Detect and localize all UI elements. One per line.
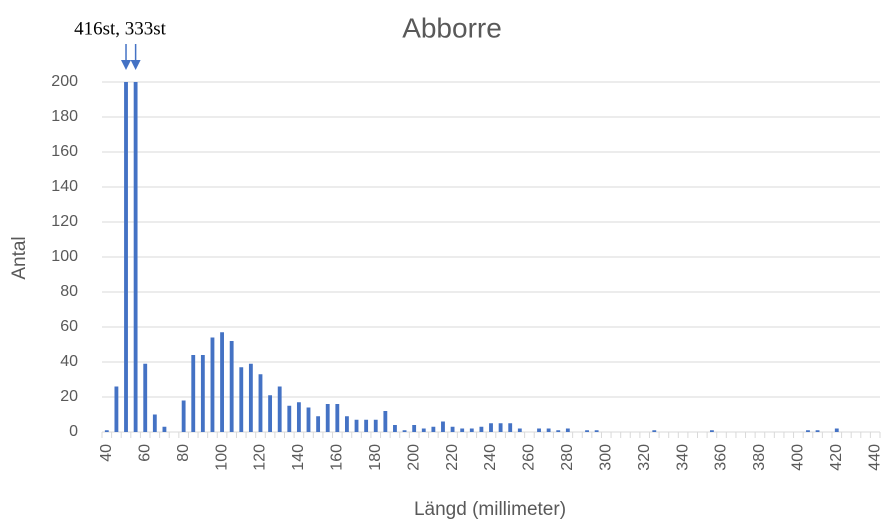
bar xyxy=(546,428,551,432)
bar xyxy=(815,430,820,432)
bar xyxy=(220,332,224,432)
y-tick-label: 140 xyxy=(51,178,78,195)
bar xyxy=(248,363,253,432)
x-tick-label: 220 xyxy=(444,444,461,471)
bar xyxy=(709,430,714,432)
annotation: 416st, 333st xyxy=(74,18,167,39)
x-tick-label: 320 xyxy=(636,444,653,471)
bar xyxy=(143,363,148,432)
x-tick-label: 100 xyxy=(213,444,230,471)
y-tick-label: 100 xyxy=(51,248,78,265)
y-tick-label: 200 xyxy=(51,73,78,90)
y-tick-label: 120 xyxy=(51,213,78,230)
bar xyxy=(508,423,513,432)
bar xyxy=(450,426,455,432)
x-tick-label: 180 xyxy=(367,444,384,471)
bar xyxy=(594,430,599,432)
x-tick-label: 60 xyxy=(136,444,153,462)
bar xyxy=(345,416,349,432)
bar xyxy=(287,405,292,432)
x-tick-label: 380 xyxy=(751,444,768,471)
x-tick-label: 340 xyxy=(674,444,691,471)
bar xyxy=(239,367,244,432)
bar xyxy=(412,425,417,432)
bar xyxy=(114,386,119,432)
x-tick-label: 140 xyxy=(290,444,307,471)
x-axis-label: Längd (millimeter) xyxy=(414,499,566,520)
y-tick-label: 80 xyxy=(60,283,78,300)
bar xyxy=(806,430,810,432)
bar xyxy=(354,419,359,432)
bar xyxy=(537,428,541,432)
bar xyxy=(152,414,157,432)
bar xyxy=(335,404,340,432)
bar xyxy=(565,428,570,432)
x-tick-label: 240 xyxy=(482,444,499,471)
bar xyxy=(834,428,839,432)
x-tick-label: 120 xyxy=(252,444,269,471)
bar xyxy=(364,419,369,432)
bars xyxy=(104,82,839,432)
arrow-head xyxy=(121,60,132,70)
bar xyxy=(421,428,426,432)
x-tick-label: 200 xyxy=(405,444,422,471)
y-tick-label: 0 xyxy=(69,423,78,440)
bar xyxy=(277,386,282,432)
bar xyxy=(104,430,109,432)
bar xyxy=(258,374,263,432)
x-tick-label: 80 xyxy=(175,444,192,462)
y-tick-label: 60 xyxy=(60,318,78,335)
x-tick-label: 40 xyxy=(98,444,115,462)
bar xyxy=(268,395,273,432)
bar xyxy=(325,404,330,432)
x-tick-label: 420 xyxy=(828,444,845,471)
chart-title: Abborre xyxy=(402,12,502,43)
bar xyxy=(489,423,493,432)
bar xyxy=(393,425,397,432)
bar xyxy=(460,428,465,432)
x-tick-label: 440 xyxy=(866,444,883,471)
bar xyxy=(469,428,474,432)
x-tick-label: 160 xyxy=(329,444,346,471)
bar xyxy=(296,402,301,432)
y-axis-label: Antal xyxy=(9,236,30,279)
x-tick-label: 400 xyxy=(790,444,807,471)
x-tick-label: 280 xyxy=(559,444,576,471)
bar xyxy=(479,426,484,432)
bar xyxy=(124,82,128,432)
bar xyxy=(316,416,321,432)
x-tick-label: 360 xyxy=(713,444,730,471)
bar xyxy=(585,430,589,432)
bar xyxy=(556,430,561,432)
x-tick-label: 300 xyxy=(597,444,614,471)
bar xyxy=(498,423,503,432)
bar xyxy=(306,407,311,432)
y-tick-label: 40 xyxy=(60,353,78,370)
bar xyxy=(652,430,657,432)
bar xyxy=(517,428,522,432)
bar xyxy=(181,400,186,432)
bar xyxy=(373,419,378,432)
bar xyxy=(431,426,436,432)
bar xyxy=(210,337,215,432)
x-tick-label: 260 xyxy=(521,444,538,471)
y-tick-label: 20 xyxy=(60,388,78,405)
bar xyxy=(162,426,167,432)
bar xyxy=(229,341,234,432)
bar xyxy=(200,355,205,432)
y-tick-label: 180 xyxy=(51,108,78,125)
bar xyxy=(191,355,196,432)
y-tick-label: 160 xyxy=(51,143,78,160)
arrow-head xyxy=(130,60,141,70)
bar xyxy=(383,411,388,432)
bar xyxy=(441,421,445,432)
bar xyxy=(402,430,407,432)
bar xyxy=(133,82,138,432)
